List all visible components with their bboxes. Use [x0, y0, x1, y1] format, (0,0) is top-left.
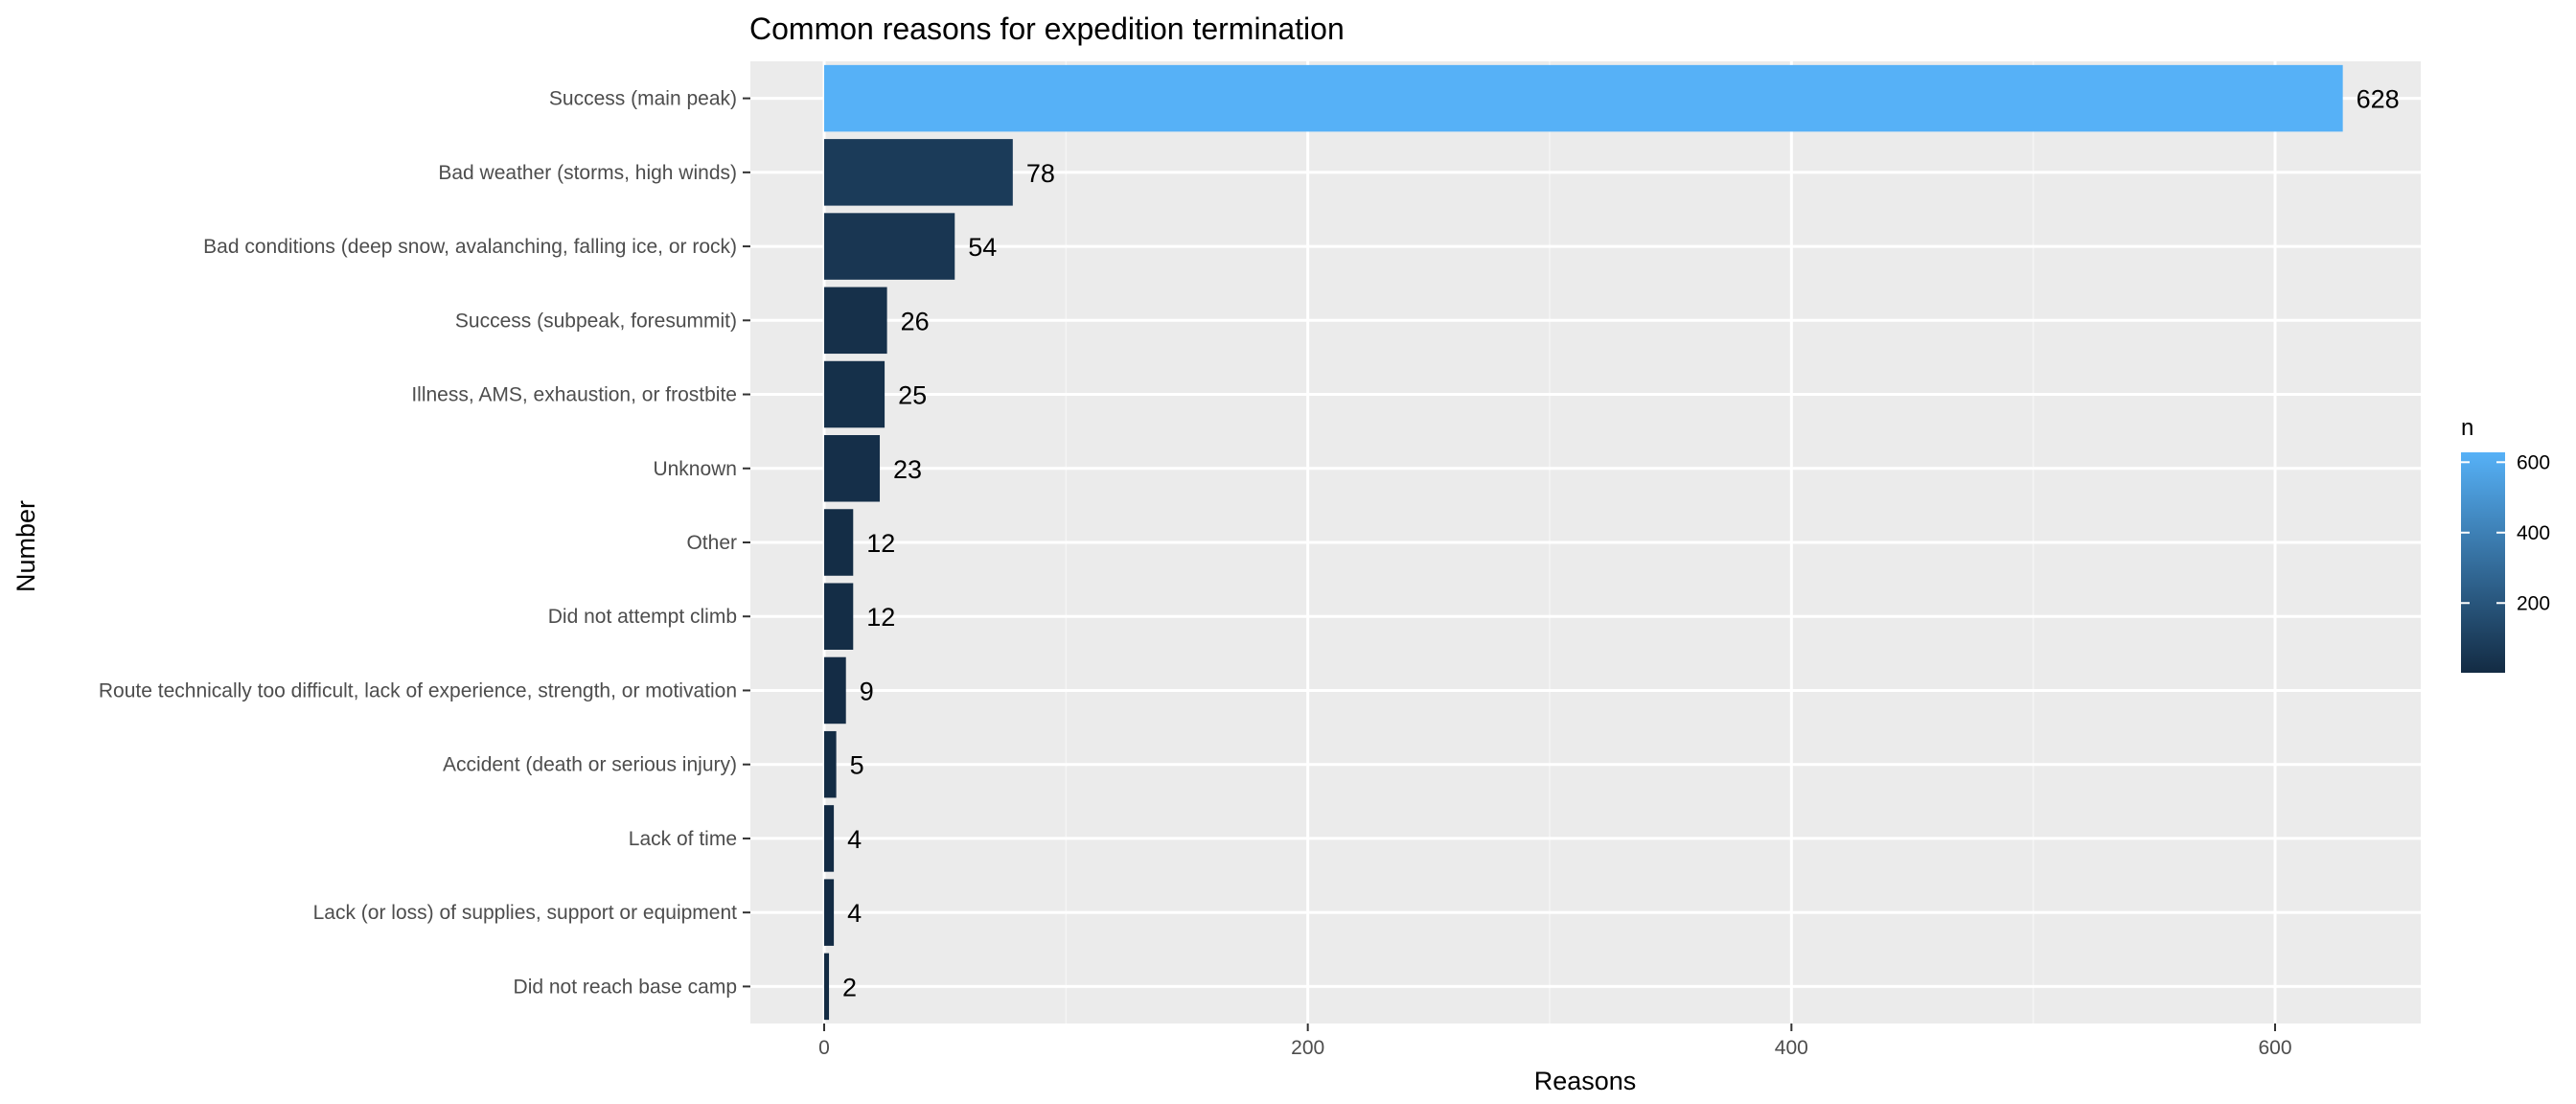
y-tick-label: Other	[686, 532, 737, 554]
bar	[824, 435, 881, 502]
chart-title: Common reasons for expedition terminatio…	[749, 12, 1345, 46]
data-label: 4	[847, 825, 862, 854]
y-tick-label: Did not attempt climb	[548, 606, 737, 628]
legend-tick-label: 200	[2517, 592, 2550, 614]
data-label: 12	[866, 603, 895, 632]
bar	[824, 656, 846, 724]
data-label: 2	[842, 973, 857, 1001]
bar	[824, 360, 886, 428]
x-tick-label: 400	[1775, 1037, 1808, 1059]
bar	[824, 953, 830, 1021]
y-tick-label: Accident (death or serious injury)	[443, 754, 737, 776]
plot-panel	[750, 61, 2421, 1024]
data-label: 4	[847, 899, 862, 928]
legend: n 200 400 600	[2461, 415, 2550, 673]
y-axis-ticks: Success (main peak) Bad weather (storms, …	[99, 88, 750, 998]
data-label: 12	[866, 529, 895, 558]
data-label: 25	[898, 381, 927, 410]
data-label: 9	[860, 677, 874, 705]
data-label: 26	[901, 307, 930, 335]
bar	[824, 509, 854, 576]
bars	[824, 64, 2343, 1021]
bar	[824, 287, 887, 355]
y-tick-label: Did not reach base camp	[514, 976, 737, 998]
y-tick-label: Success (main peak)	[549, 88, 737, 110]
bar	[824, 139, 1013, 206]
bar	[824, 213, 955, 280]
x-tick-label: 0	[818, 1037, 830, 1059]
bar	[824, 64, 2343, 132]
legend-tick-label: 400	[2517, 522, 2550, 544]
data-label: 78	[1026, 159, 1055, 188]
y-tick-label: Illness, AMS, exhaustion, or frostbite	[411, 384, 737, 406]
data-label: 54	[968, 233, 997, 262]
legend-tick-label: 600	[2517, 451, 2550, 473]
x-axis-title: Reasons	[1534, 1067, 1637, 1095]
x-axis-ticks: 0 200 400 600	[818, 1024, 2292, 1059]
legend-colorbar	[2461, 452, 2505, 673]
y-tick-label: Unknown	[653, 458, 737, 480]
y-tick-label: Bad weather (storms, high winds)	[438, 162, 737, 184]
y-tick-label: Success (subpeak, foresummit)	[455, 310, 737, 332]
y-tick-label: Route technically too difficult, lack of…	[99, 679, 737, 702]
y-axis-title: Number	[12, 500, 40, 592]
y-tick-label: Bad conditions (deep snow, avalanching, …	[203, 236, 737, 258]
data-label: 628	[2357, 85, 2400, 114]
bar	[824, 805, 835, 872]
bar	[824, 583, 854, 650]
legend-title: n	[2461, 415, 2473, 441]
y-tick-label: Lack of time	[629, 828, 737, 850]
bar	[824, 879, 835, 946]
bar	[824, 730, 837, 798]
x-tick-label: 600	[2258, 1037, 2291, 1059]
data-label: 5	[850, 751, 864, 780]
data-label: 23	[893, 455, 922, 484]
x-tick-label: 200	[1291, 1037, 1324, 1059]
y-tick-label: Lack (or loss) of supplies, support or e…	[313, 902, 738, 924]
